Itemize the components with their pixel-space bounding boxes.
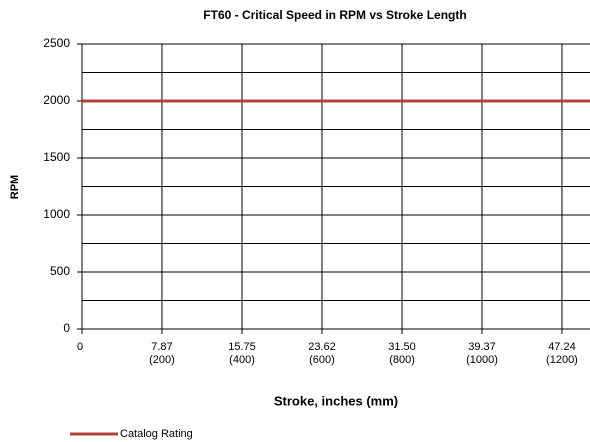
- chart-title: FT60 - Critical Speed in RPM vs Stroke L…: [203, 8, 466, 22]
- y-tick-label: 1000: [43, 207, 70, 221]
- y-axis-label: RPM: [9, 175, 21, 199]
- y-tick-label: 0: [63, 321, 70, 335]
- y-tick-label: 2000: [43, 93, 70, 107]
- x-tick-sublabel: (1200): [546, 354, 578, 366]
- x-tick-label: 31.50: [388, 341, 416, 353]
- x-axis-label: Stroke, inches (mm): [274, 393, 398, 408]
- x-tick-label: 15.75: [228, 341, 256, 353]
- x-tick-label: 39.37: [468, 341, 496, 353]
- x-tick-label: 47.24: [548, 341, 576, 353]
- legend-label: Catalog Rating: [120, 428, 193, 440]
- x-tick-label: 7.87: [151, 341, 172, 353]
- x-tick-sublabel: (200): [149, 354, 175, 366]
- x-tick-sublabel: (800): [389, 354, 415, 366]
- x-tick-sublabel: (400): [229, 354, 255, 366]
- x-tick-sublabel: (600): [309, 354, 335, 366]
- y-tick-label: 1500: [43, 150, 70, 164]
- x-tick-label: 23.62: [308, 341, 336, 353]
- x-tick-label: 0: [77, 341, 83, 353]
- y-tick-label: 2500: [43, 36, 70, 50]
- y-tick-label: 500: [50, 264, 70, 278]
- x-tick-sublabel: (1000): [466, 354, 498, 366]
